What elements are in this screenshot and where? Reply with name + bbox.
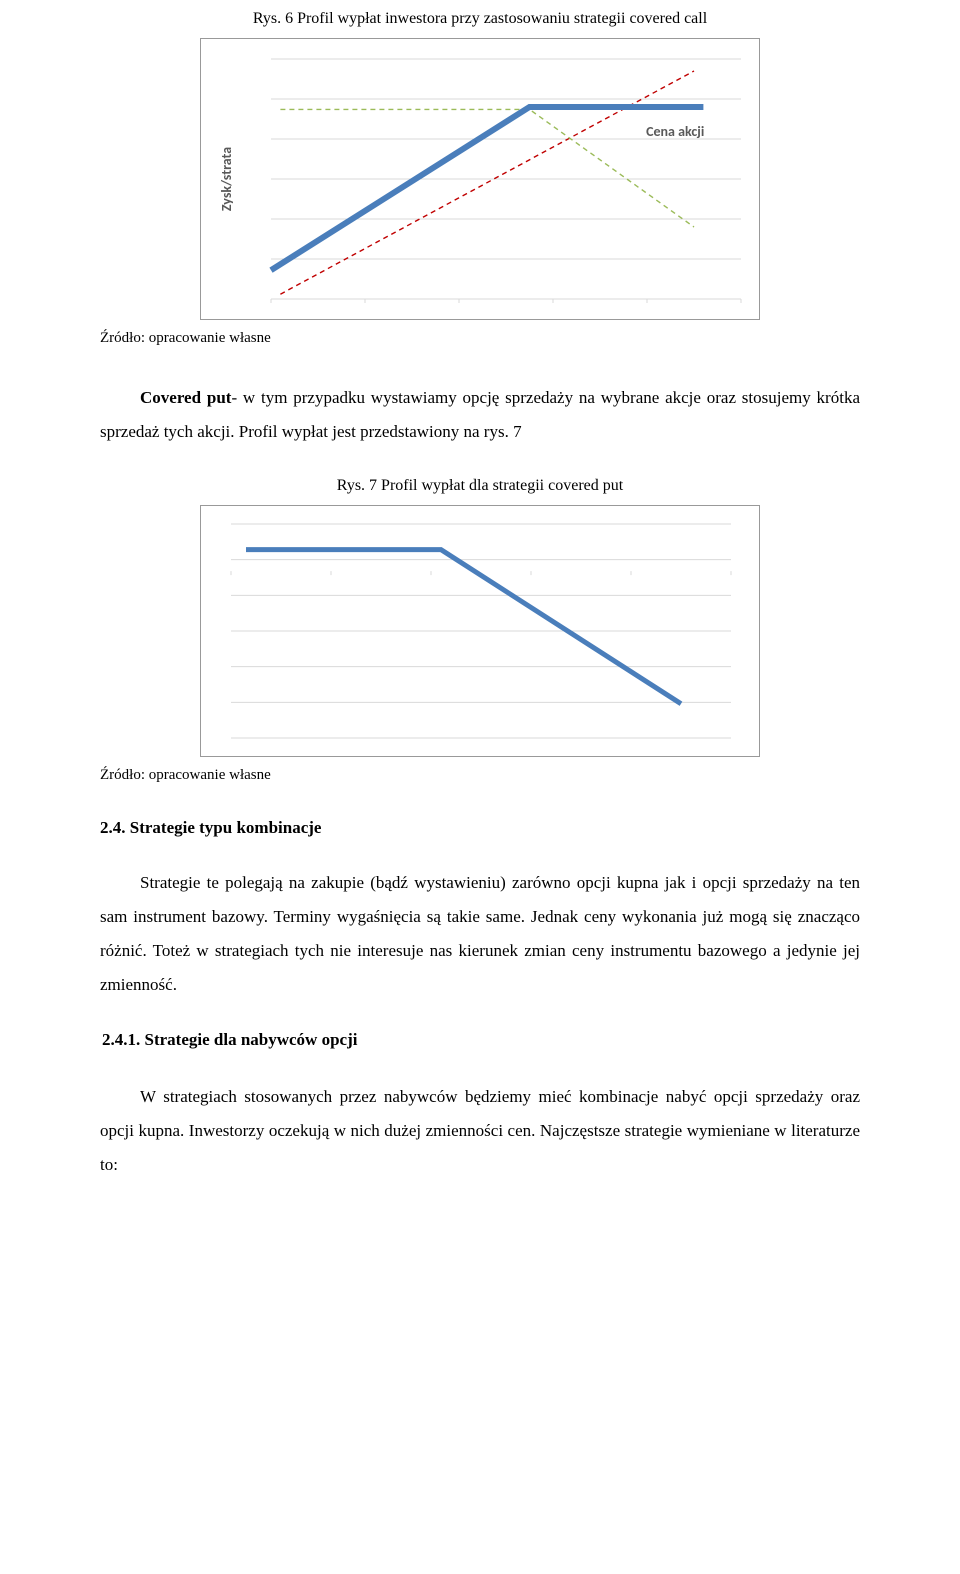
- section-2-4-1-heading: 2.4.1. Strategie dla nabywców opcji: [102, 1030, 860, 1050]
- svg-text:Zysk/strata: Zysk/strata: [218, 147, 235, 211]
- figure6-source: Źródło: opracowanie własne: [100, 330, 860, 347]
- figure7-title: Rys. 7 Profil wypłat dla strategii cover…: [100, 477, 860, 495]
- figure7-source: Źródło: opracowanie własne: [100, 767, 860, 784]
- figure6-title: Rys. 6 Profil wypłat inwestora przy zast…: [100, 10, 860, 28]
- figure7-chart: [200, 505, 760, 757]
- covered-put-lead: Covered put: [140, 388, 231, 407]
- figure6-chart: Zysk/strata Cena akcji: [200, 38, 760, 320]
- section-2-4-1-paragraph: W strategiach stosowanych przez nabywców…: [100, 1080, 860, 1182]
- covered-put-paragraph: Covered put- w tym przypadku wystawiamy …: [100, 381, 860, 449]
- section-2-4-paragraph: Strategie te polegają na zakupie (bądź w…: [100, 866, 860, 1002]
- svg-text:Cena akcji: Cena akcji: [646, 123, 704, 140]
- section-2-4-heading: 2.4. Strategie typu kombinacje: [100, 818, 860, 838]
